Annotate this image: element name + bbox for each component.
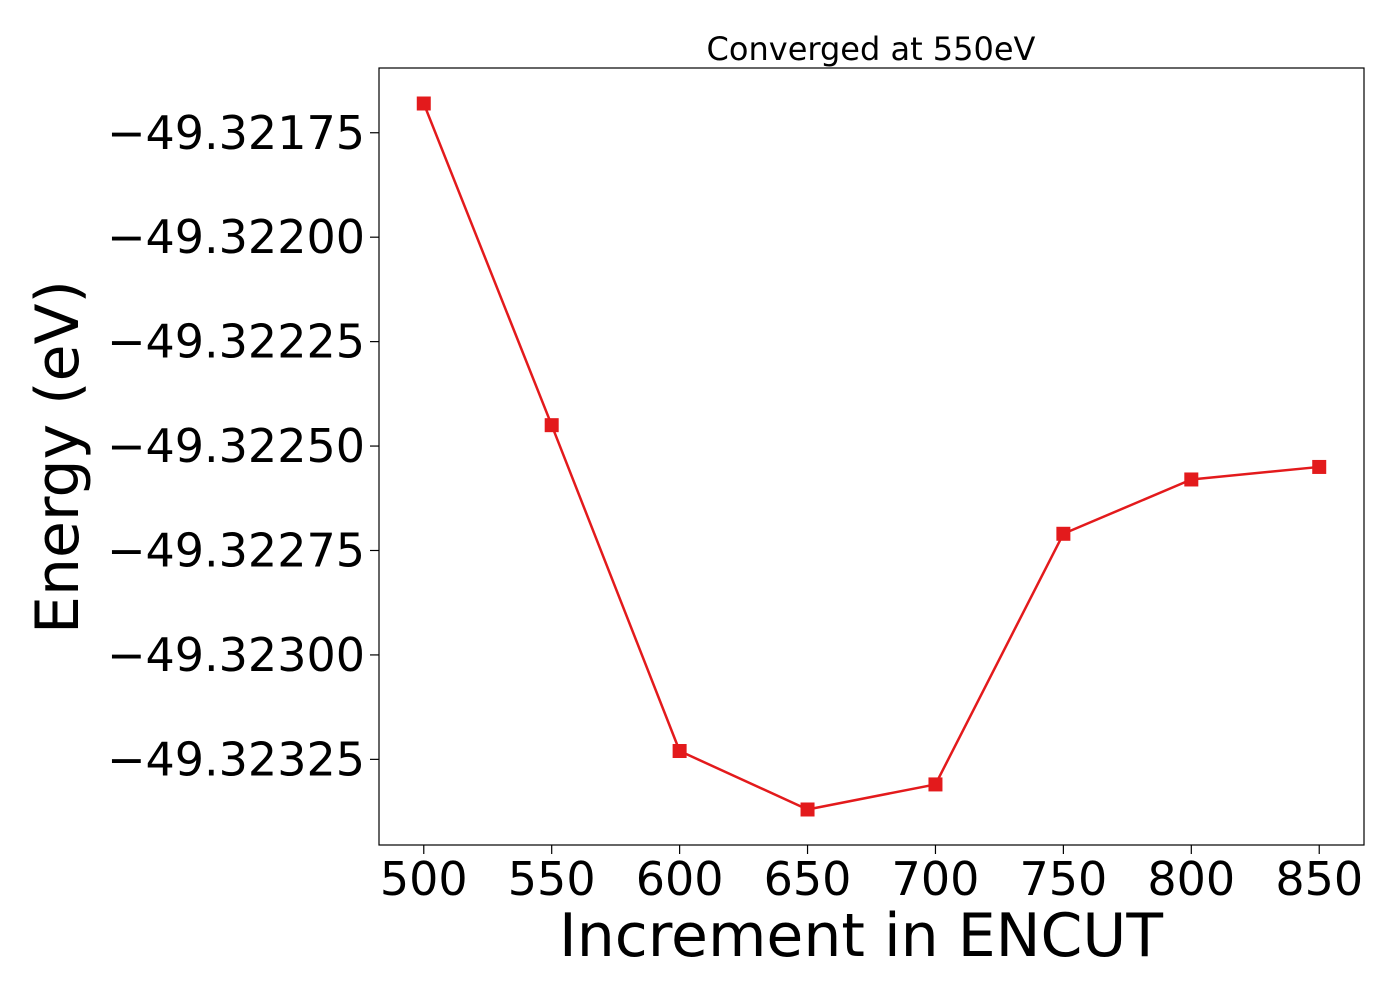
data-point-marker <box>1184 472 1199 487</box>
x-tick-label: 600 <box>636 852 724 906</box>
y-tick-label: −49.32175 <box>107 106 365 160</box>
y-tick-label: −49.32225 <box>107 315 365 369</box>
y-tick-label: −49.32200 <box>107 210 365 264</box>
data-point-marker <box>928 777 943 792</box>
y-tick-label: −49.32300 <box>107 628 365 682</box>
data-point-marker <box>672 744 687 759</box>
x-axis-label: Increment in ENCUT <box>559 901 1163 971</box>
y-tick-label: −49.32325 <box>107 732 365 786</box>
x-tick-label: 750 <box>1019 852 1107 906</box>
y-axis-label: Energy (eV) <box>23 280 93 634</box>
x-tick-label: 650 <box>764 852 852 906</box>
y-tick-label: −49.32275 <box>107 523 365 577</box>
data-point-marker <box>544 418 559 433</box>
chart-title: Converged at 550eV <box>707 30 1036 68</box>
x-tick-label: 500 <box>380 852 468 906</box>
x-tick-label: 550 <box>508 852 596 906</box>
plot-frame <box>378 67 1365 846</box>
x-tick-label: 800 <box>1147 852 1235 906</box>
data-point-marker <box>1056 526 1071 541</box>
data-point-marker <box>800 802 815 817</box>
data-point-marker <box>1312 459 1327 474</box>
y-tick-label: −49.32250 <box>107 419 365 473</box>
x-tick-label: 700 <box>892 852 980 906</box>
data-point-marker <box>416 96 431 111</box>
series-line <box>422 103 1320 811</box>
x-tick-label: 850 <box>1275 852 1363 906</box>
